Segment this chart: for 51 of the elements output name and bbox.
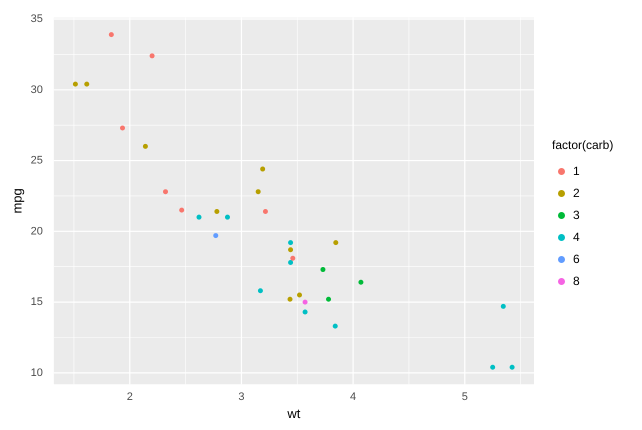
point [214, 209, 220, 214]
point [72, 82, 78, 87]
point [262, 209, 268, 214]
y-tick-label: 10 [30, 366, 43, 379]
point [358, 280, 364, 285]
point [258, 288, 263, 294]
point [84, 82, 90, 87]
point [332, 324, 338, 329]
x-axis-title: wt [286, 406, 301, 421]
point [108, 32, 114, 38]
legend-label: 6 [573, 252, 580, 266]
x-tick-label: 3 [238, 390, 244, 403]
y-axis-title: mpg [9, 188, 24, 214]
point [163, 189, 168, 194]
point [500, 304, 506, 309]
point [302, 300, 308, 305]
point [224, 214, 230, 220]
point [150, 53, 155, 58]
point [326, 296, 332, 302]
point [142, 144, 148, 149]
point [333, 240, 338, 246]
legend-label: 8 [573, 274, 580, 288]
legend-label: 1 [573, 164, 580, 178]
point [288, 260, 294, 265]
x-tick-label: 4 [350, 390, 356, 403]
point [120, 126, 126, 131]
y-tick-label: 35 [30, 13, 43, 26]
y-tick-label: 25 [30, 154, 43, 167]
point [256, 189, 261, 194]
y-tick-label: 15 [30, 296, 43, 308]
point [213, 233, 218, 238]
point [297, 292, 302, 298]
point [288, 296, 293, 302]
legend-label: 2 [573, 186, 580, 200]
y-tick-label: 30 [30, 84, 43, 96]
x-tick-label: 2 [126, 390, 133, 403]
legend-label: 3 [573, 208, 580, 222]
x-tick-label: 5 [462, 390, 468, 403]
point [196, 214, 202, 220]
point [490, 364, 496, 370]
y-tick-label: 20 [30, 225, 43, 238]
point [288, 247, 294, 252]
point [302, 310, 308, 315]
point [288, 240, 294, 246]
point [510, 364, 515, 370]
point [260, 166, 266, 172]
point [290, 256, 296, 261]
legend-title: factor(carb) [552, 138, 614, 152]
point [179, 208, 184, 213]
point [320, 267, 326, 272]
legend-label: 4 [573, 230, 580, 244]
